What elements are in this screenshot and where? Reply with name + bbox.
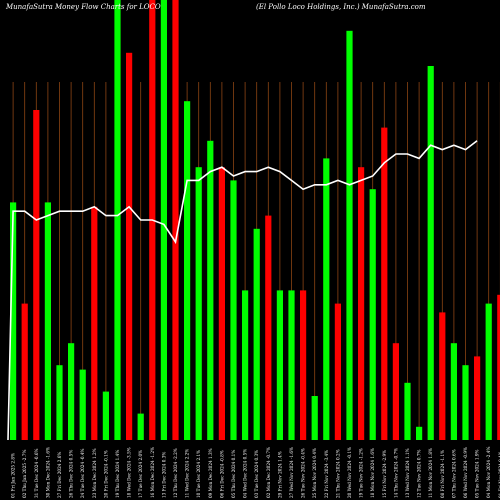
bar [276,290,283,440]
x-tick-label: 13 Fri Dec 2024 0.3% [161,452,166,498]
bar [334,303,341,440]
x-tick-label: 26 Thu Dec 2024 0.5% [69,450,74,498]
bar [242,290,249,440]
x-tick-labels: 01 Fri Jan 2025 2.8% 02 Thu Jan 2025 -2.7… [11,447,500,498]
x-tick-label: 05 Thu Dec 2024 0.1% [231,450,236,498]
bar [253,228,260,440]
x-tick-label: 26 Tue Nov 2024 -0.4% [301,448,306,498]
x-tick-label: 25 Mon Nov 2024 0.4% [312,448,317,498]
bar [311,396,318,440]
bar [114,0,121,440]
x-tick-label: 14 Thu Nov 2024 -0.7% [393,448,398,498]
x-tick-label: 06 Fri Dec 2024 -0.8% [219,450,224,498]
bar [416,426,423,440]
x-tick-label: 05 Tue Nov 2024 1.9% [475,450,480,498]
x-tick-label: 18 Mon Nov 2024 1.6% [370,448,375,498]
chart-title-left: MunafaSutra Money Flow Charts for LOCO [5,3,161,11]
bar [369,189,376,440]
bar [137,413,144,440]
bar [79,369,86,440]
x-tick-label: 01 Fri Nov 2024 0.4% [498,451,500,498]
bar [126,52,133,441]
bar [160,0,167,440]
bar-series [10,0,500,441]
x-tick-label: 15 Fri Nov 2024 -2.9% [382,450,387,498]
x-tick-label: 23 Mon Dec 2024 1.2% [92,448,97,498]
x-tick-label: 01 Fri Jan 2025 2.8% [11,453,16,498]
bar [427,66,434,440]
bar [218,167,225,440]
bar [358,167,365,440]
bar [300,290,307,440]
bar [172,0,179,440]
x-tick-label: 11 Wed Dec 2024 2.2% [185,449,190,498]
x-tick-label: 07 Thu Nov 2024 0.6% [451,449,456,498]
bar [91,206,98,440]
bar [497,294,500,440]
x-tick-label: 29 Fri Nov 2024 1.4% [277,451,282,498]
x-tick-label: 27 Wed Nov 2024 -1.6% [289,447,294,498]
x-tick-label: 27 Fri Dec 2024 2.6% [57,452,62,498]
x-tick-label: 22 Fri Nov 2024 -3.4% [324,450,329,498]
x-tick-label: 18 Wed Dec 2024 -3.5% [127,447,132,498]
x-tick-label: 12 Thu Dec 2024 -2.2% [173,448,178,498]
bar [462,365,469,440]
x-tick-label: 08 Fri Nov 2024 -1.1% [440,450,445,498]
x-tick-label: 16 Mon Dec 2024 -1.2% [150,447,155,498]
x-tick-label: 30 Mon Dec 2024 -1.6% [45,447,50,498]
money-flow-line [7,140,478,441]
bar [346,30,353,441]
bar [68,343,75,440]
x-tick-label: 10 Tue Dec 2024 2.1% [196,450,201,498]
bar [288,290,295,440]
x-tick-label: 31 Tue Dec 2024 -0.6% [34,448,39,498]
bar [474,356,481,440]
bar [381,127,388,440]
bar [230,180,237,440]
x-tick-label: 24 Tue Dec 2024 -0.4% [80,448,85,498]
x-tick-label: 11 Mon Nov 2024 1.8% [428,448,433,498]
x-tick-label: 19 Thu Dec 2024 1.4% [115,450,120,498]
bar [184,101,191,440]
x-tick-label: 21 Thu Nov 2024 0.2% [335,449,340,498]
bar [392,343,399,440]
bar [207,140,214,441]
bar [33,110,40,440]
bar [195,167,202,440]
bar [265,215,272,440]
x-tick-label: 13 Wed Nov 2024 1.1% [405,448,410,498]
bar [21,303,28,440]
bar [485,303,492,440]
x-tick-label: 20 Fri Dec 2024 -0.1% [103,450,108,498]
x-tick-label: 17 Tue Dec 2024 2.0% [138,450,143,498]
x-tick-label: 02 Mon Dec 2024 -0.7% [266,447,271,498]
x-tick-label: 06 Wed Nov 2024 -0.9% [463,447,468,498]
bar [10,202,17,440]
x-tick-label: 02 Thu Jan 2025 -2.7% [22,450,27,498]
bar [404,382,411,440]
bar [450,343,457,440]
bar [323,158,330,440]
x-tick-label: 09 Mon Dec 2024 1.3% [208,448,213,498]
chart-title-right: (El Pollo Loco Holdings, Inc.) MunafaSut… [256,3,426,11]
bar [439,312,446,440]
x-tick-label: 04 Wed Dec 2024 0.5% [243,449,248,498]
bar [56,365,63,440]
bar [44,202,51,440]
x-tick-label: 04 Mon Nov 2024 -2.4% [486,447,491,498]
bar [102,391,109,440]
x-tick-label: 12 Tue Nov 2024 0.7% [417,450,422,498]
x-tick-label: 19 Tue Nov 2024 -1.2% [359,448,364,498]
x-tick-label: 03 Tue Dec 2024 0.3% [254,450,259,498]
x-tick-label: 20 Wed Nov 2024 -0.1% [347,447,352,498]
